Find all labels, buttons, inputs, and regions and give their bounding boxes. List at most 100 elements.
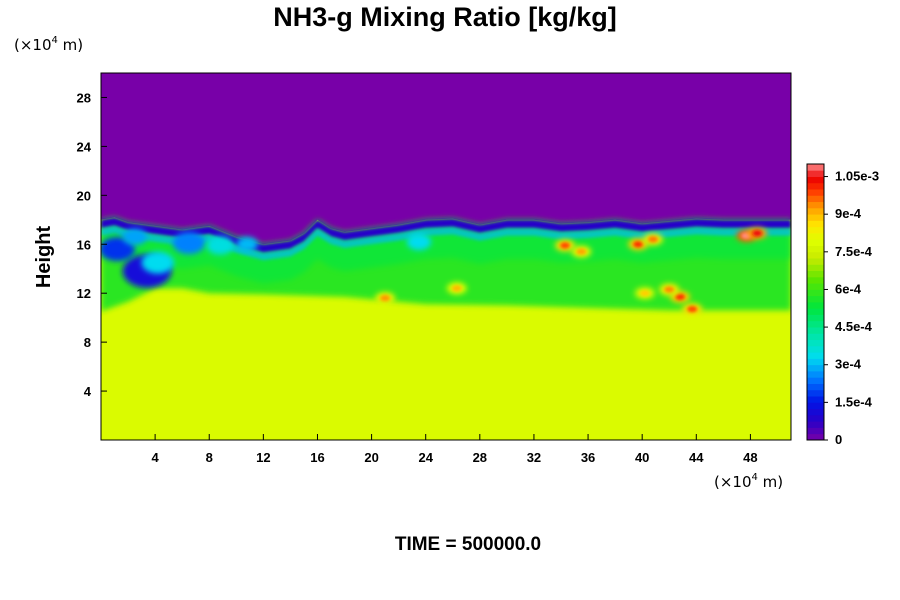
colorbar-segment [807, 239, 824, 246]
colorbar-segment [807, 207, 824, 215]
colorbar-segment [807, 408, 824, 416]
x-tick-label: 16 [310, 450, 324, 465]
colorbar-tick-label: 4.5e-4 [835, 319, 873, 334]
colorbar-segment [807, 176, 824, 184]
x-tick-label: 24 [418, 450, 433, 465]
y-axis-label: Height [33, 226, 55, 289]
y-tick-label: 8 [84, 335, 91, 350]
colorbar-tick-label: 6e-4 [835, 281, 862, 296]
vortex-blob-2 [101, 237, 135, 262]
vortex-blob-6 [236, 236, 258, 252]
hot-spot-3 [648, 236, 658, 243]
y-axis-ticks: 4 8 12 16 20 24 28 [77, 90, 107, 399]
hot-spot-8 [664, 286, 675, 293]
colorbar-segment [807, 339, 824, 347]
colorbar-ticks: 0 1.5e-4 3e-4 4.5e-4 6e-4 7.5e-4 9e-4 1.05e-3 [824, 169, 879, 447]
colorbar-segment [807, 245, 824, 253]
colorbar-segment [807, 295, 824, 303]
x-axis-ticks: 4 8 12 16 20 24 28 32 36 40 44 48 [152, 434, 758, 465]
colorbar-segment [807, 358, 824, 366]
y-tick-label: 12 [77, 286, 91, 301]
hot-spot-2 [633, 241, 644, 248]
colorbar-segment [807, 251, 824, 259]
colorbar-segment [807, 320, 824, 328]
x-tick-label: 8 [206, 450, 213, 465]
colorbar-segment [807, 433, 824, 441]
y-tick-label: 16 [77, 237, 91, 252]
colorbar-segment [807, 164, 824, 171]
interface-rim-inner [101, 225, 791, 261]
colorbar-segment [807, 389, 824, 397]
colorbar-segment [807, 226, 824, 234]
colorbar-segment [807, 283, 824, 290]
colorbar-segment [807, 264, 824, 272]
hot-spot-10 [380, 294, 391, 302]
colorbar-segment [807, 371, 824, 378]
colorbar-segment [807, 364, 824, 372]
x-tick-label: 48 [743, 450, 757, 465]
vortex-blob-1 [141, 251, 175, 274]
colorbar-segment [807, 427, 824, 435]
x-tick-label: 12 [256, 450, 270, 465]
colorbar-segment [807, 220, 824, 228]
colorbar-segment [807, 396, 824, 403]
y-tick-label: 28 [77, 90, 91, 105]
x-tick-label: 20 [364, 450, 378, 465]
colorbar-tick-label: 1.05e-3 [835, 169, 879, 184]
colorbar-segment [807, 421, 824, 428]
colorbar-segment [807, 170, 824, 177]
time-label: TIME = 500000.0 [395, 534, 541, 555]
hot-spot-11 [639, 290, 650, 297]
colorbar-segment [807, 201, 824, 209]
y-tick-label: 20 [77, 188, 91, 203]
hot-spots [375, 227, 768, 316]
colorbar-segment [807, 377, 824, 384]
colorbar-segment [807, 308, 824, 315]
x-axis-unit: (×104 m) [714, 472, 783, 491]
vortex-blob-5 [122, 228, 147, 246]
colorbar-segment [807, 327, 824, 334]
colorbar-segment [807, 289, 824, 297]
colorbar-segment [807, 302, 824, 309]
colorbar-segment [807, 333, 824, 341]
colorbar-tick-label: 9e-4 [835, 206, 862, 221]
colorbar-tick-label: 1.5e-4 [835, 394, 873, 409]
x-tick-label: 40 [635, 450, 649, 465]
y-tick-label: 4 [84, 384, 92, 399]
colorbar-segment [807, 195, 824, 203]
colorbar-segment [807, 182, 824, 190]
hot-spot-7 [687, 305, 698, 313]
colorbar-segment [807, 270, 824, 278]
x-tick-label: 36 [581, 450, 595, 465]
colorbar-segment [807, 383, 824, 391]
y-axis-unit: (×104 m) [14, 35, 83, 54]
vortex-blob-3 [172, 232, 206, 255]
colorbar [806, 163, 825, 441]
colorbar-tick-label: 3e-4 [835, 357, 862, 372]
colorbar-segment [807, 233, 824, 240]
hot-spot-0 [560, 242, 571, 249]
interface-rim [101, 217, 791, 253]
colorbar-frame [806, 163, 825, 441]
x-tick-label: 32 [527, 450, 541, 465]
x-tick-label: 44 [689, 450, 704, 465]
colorbar-segment [807, 276, 824, 284]
colorbar-segment [807, 414, 824, 422]
y-tick-label: 24 [77, 139, 92, 154]
colorbar-tick-label: 7.5e-4 [835, 244, 873, 259]
chart-title: NH3-g Mixing Ratio [kg/kg] [273, 2, 617, 32]
colorbar-segment [807, 402, 824, 410]
mixing-band-upper [101, 227, 791, 284]
vortex-blob-7 [406, 233, 432, 251]
colorbar-segment [807, 352, 824, 359]
x-tick-label: 4 [152, 450, 160, 465]
colorbar-tick-label: 0 [835, 432, 842, 447]
colorbar-segment [807, 189, 824, 196]
colorbar-segment [807, 258, 824, 265]
x-tick-label: 28 [473, 450, 487, 465]
hot-spot-5 [752, 230, 763, 237]
colorbar-segment [807, 314, 824, 322]
plot-frame [100, 72, 792, 441]
colorbar-segment [807, 345, 824, 353]
